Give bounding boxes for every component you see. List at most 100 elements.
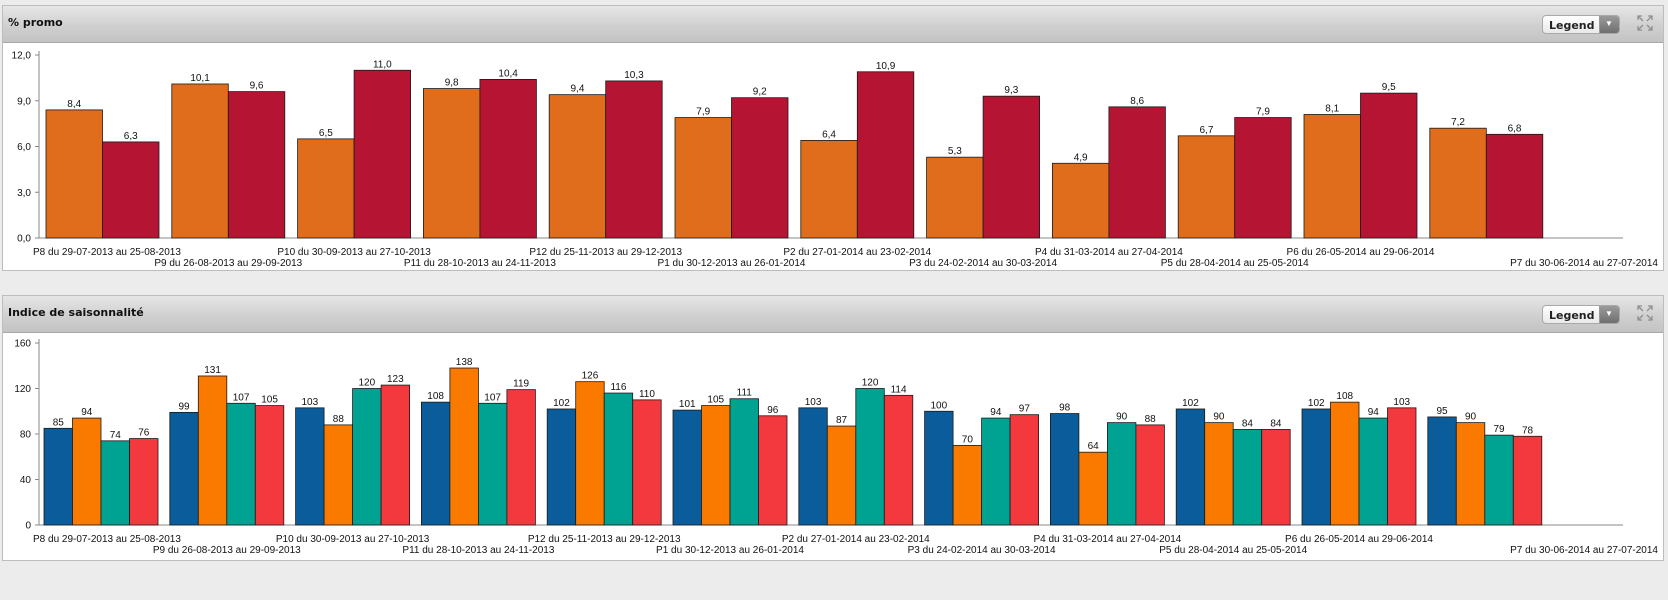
data-label: 131: [204, 365, 221, 376]
bar: [856, 71, 915, 239]
promo-panel-header: % promo Legend ▼: [3, 6, 1663, 43]
data-label: 7,9: [696, 107, 710, 118]
bar: [380, 384, 411, 526]
bar: [605, 80, 663, 239]
bar: [420, 401, 451, 526]
bar: [1175, 408, 1206, 526]
bar: [674, 117, 732, 239]
x-tick-label: P7 du 30-06-2014 au 27-07-2014: [1510, 545, 1658, 556]
bar: [1050, 413, 1080, 526]
bar: [422, 88, 481, 239]
legend-dropdown-label: Legend: [1549, 309, 1595, 322]
data-label: 7,9: [1256, 107, 1270, 118]
y-tick-label: 9,0: [17, 96, 31, 107]
expand-arrows-icon[interactable]: [1637, 305, 1653, 321]
bar: [226, 402, 256, 526]
data-label: 8,4: [67, 99, 81, 110]
expand-arrows-icon[interactable]: [1637, 15, 1653, 31]
saisonnalite-panel: Indice de saisonnalité Legend ▼ 0 40 80 120…: [2, 295, 1664, 561]
data-label: 78: [1522, 425, 1534, 436]
bar: [353, 69, 412, 239]
data-label: 74: [110, 430, 122, 441]
x-tick-label: P11 du 28-10-2013 au 24-11-2013: [404, 258, 556, 269]
data-label: 9,3: [1004, 85, 1018, 96]
bar: [227, 91, 286, 239]
bar: [254, 405, 285, 526]
chevron-down-icon[interactable]: ▼: [1599, 16, 1619, 33]
bar: [546, 408, 577, 526]
y-tick-label: 0: [25, 521, 31, 532]
bar: [575, 381, 605, 526]
data-label: 10,3: [624, 70, 644, 81]
bar: [1485, 133, 1544, 239]
x-tick-label: P12 du 25-11-2013 au 29-12-2013: [529, 247, 682, 258]
data-label: 96: [767, 405, 779, 416]
data-label: 6,5: [319, 128, 333, 139]
bar: [1358, 417, 1388, 526]
bar: [169, 411, 199, 526]
data-label: 94: [990, 407, 1002, 418]
x-tick-label: P8 du 29-07-2013 au 25-08-2013: [33, 534, 181, 545]
bar: [1427, 416, 1457, 526]
x-tick-label: P2 du 27-01-2014 au 23-02-2014: [783, 247, 931, 258]
panel-title: % promo: [8, 16, 63, 29]
x-tick-label: P1 du 30-12-2013 au 26-01-2014: [658, 258, 806, 269]
data-label: 103: [1393, 397, 1410, 408]
bar: [1303, 114, 1361, 239]
legend-dropdown-label: Legend: [1549, 19, 1595, 32]
y-tick-label: 6,0: [17, 142, 31, 153]
data-label: 10,1: [190, 73, 210, 84]
data-label: 76: [138, 428, 150, 439]
x-tick-label: P9 du 26-08-2013 au 29-09-2013: [153, 545, 301, 556]
data-label: 8,6: [1130, 96, 1144, 107]
y-tick-label: 0,0: [17, 234, 31, 245]
bar: [1078, 451, 1108, 526]
bar: [1330, 401, 1360, 526]
data-label: 8,1: [1325, 103, 1339, 114]
bar: [701, 405, 731, 526]
x-tick-label: P6 du 26-05-2014 au 29-06-2014: [1287, 247, 1435, 258]
promo-bar-chart: 0,0 3,0 6,0 9,0 12,0 8,4 6,3 P8 du 29-07-2013 a…: [12, 51, 1659, 270]
data-label: 10,9: [876, 61, 896, 72]
bar: [197, 375, 228, 526]
bar: [1108, 106, 1166, 239]
bar: [1512, 435, 1543, 526]
data-label: 94: [1368, 407, 1380, 418]
x-tick-label: P2 du 27-01-2014 au 23-02-2014: [782, 534, 930, 545]
data-label: 99: [178, 401, 190, 412]
bar: [1234, 117, 1292, 239]
bar: [731, 97, 789, 239]
bar: [352, 388, 382, 526]
bar: [952, 444, 982, 526]
data-label: 11,0: [373, 59, 392, 70]
data-label: 97: [1019, 404, 1031, 415]
y-tick-label: 3,0: [17, 188, 31, 199]
bar: [1009, 414, 1039, 526]
legend-dropdown[interactable]: Legend ▼: [1542, 305, 1620, 324]
bar: [1261, 429, 1291, 526]
data-label: 6,7: [1199, 125, 1213, 136]
promo-panel: % promo Legend ▼ 0,0 3,0 6,0 9,0 12,0 8,4 6,3 P…: [2, 5, 1664, 271]
bar: [1135, 424, 1165, 526]
data-label: 114: [891, 384, 907, 395]
data-label: 105: [261, 395, 278, 406]
data-label: 90: [1213, 412, 1225, 423]
x-tick-label: P4 du 31-03-2014 au 27-04-2014: [1033, 534, 1181, 545]
bar: [800, 140, 858, 239]
data-label: 111: [737, 388, 753, 399]
bar: [798, 407, 828, 526]
bar: [672, 409, 702, 526]
x-tick-label: P11 du 28-10-2013 au 24-11-2013: [402, 545, 554, 556]
x-tick-label: P8 du 29-07-2013 au 25-08-2013: [33, 247, 181, 258]
saisonnalite-bar-chart: 0 40 80 120 160 85 94 74 76 P8 du 29-07-2013 au 2…: [14, 339, 1658, 557]
y-tick-label: 12,0: [12, 51, 32, 62]
data-label: 116: [610, 382, 626, 393]
legend-dropdown[interactable]: Legend ▼: [1542, 15, 1620, 34]
data-label: 79: [1493, 424, 1505, 435]
x-tick-label: P6 du 26-05-2014 au 29-06-2014: [1285, 534, 1433, 545]
x-tick-label: P1 du 30-12-2013 au 26-01-2014: [656, 545, 804, 556]
chevron-down-icon[interactable]: ▼: [1599, 306, 1619, 323]
y-tick-label: 40: [20, 475, 32, 486]
bar: [924, 410, 954, 526]
y-tick-label: 80: [20, 430, 32, 441]
